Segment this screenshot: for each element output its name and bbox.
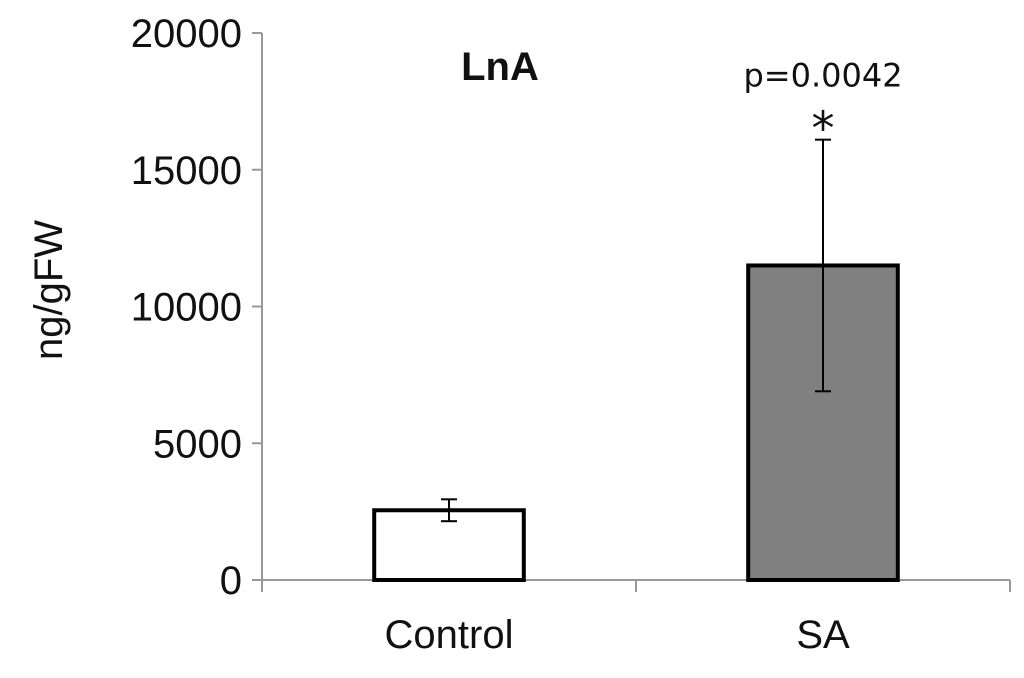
x-category-label: SA: [796, 613, 850, 657]
error-bars: [441, 138, 831, 523]
x-category-label: Control: [385, 613, 514, 657]
y-tick-label: 5000: [153, 422, 242, 466]
annotations: p=0.0042 *: [743, 57, 902, 156]
p-value-label: p=0.0042: [743, 57, 902, 95]
axes: 0 5000 10000 15000 20000 Control SA: [131, 12, 1011, 657]
y-tick-label: 15000: [131, 149, 242, 193]
y-tick-label: 20000: [131, 12, 242, 56]
significance-asterisk: *: [812, 102, 835, 156]
y-tick-label: 0: [220, 559, 242, 603]
y-axis-label: ng/gFW: [27, 220, 71, 360]
chart-title: LnA: [461, 45, 539, 89]
y-tick-label: 10000: [131, 286, 242, 330]
bars: [372, 263, 900, 583]
